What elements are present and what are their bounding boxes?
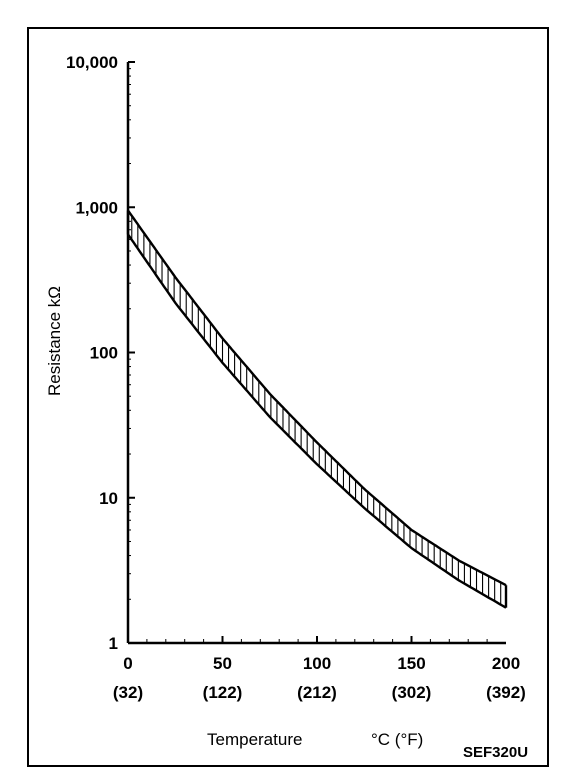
x-axis-title: Temperature — [207, 730, 302, 749]
lower-curve — [127, 233, 507, 609]
x-tick-label-fahrenheit: (122) — [203, 683, 243, 702]
y-tick-label: 1 — [109, 634, 118, 653]
y-tick-label: 10 — [99, 489, 118, 508]
x-tick-label: 100 — [303, 654, 331, 673]
figure-frame: 1 10 100 1,000 10,000 0 (32) 50 (122) 100 (212) 150… — [27, 27, 549, 767]
y-axis-title: Resistance kΩ — [45, 286, 64, 396]
y-tick-label: 10,000 — [66, 53, 118, 72]
x-tick-label-fahrenheit: (212) — [297, 683, 337, 702]
y-tick-label: 100 — [90, 344, 118, 363]
x-tick-label-fahrenheit: (32) — [113, 683, 143, 702]
x-axis-unit: °C (°F) — [371, 730, 423, 749]
x-tick-label-fahrenheit: (392) — [486, 683, 526, 702]
resistance-temperature-chart: 1 10 100 1,000 10,000 0 (32) 50 (122) 100 (212) 150… — [45, 53, 528, 761]
upper-curve — [127, 209, 507, 587]
axes — [126, 61, 506, 645]
axis-labels: 1 10 100 1,000 10,000 0 (32) 50 (122) 100 (212) 150… — [45, 53, 528, 761]
x-tick-label: 150 — [397, 654, 425, 673]
x-tick-label: 200 — [492, 654, 520, 673]
figure-code: SEF320U — [463, 744, 528, 761]
x-tick-label-fahrenheit: (302) — [392, 683, 432, 702]
x-tick-label: 0 — [123, 654, 132, 673]
x-tick-label: 50 — [213, 654, 232, 673]
resistance-band — [126, 209, 508, 609]
y-tick-label: 1,000 — [75, 198, 118, 217]
